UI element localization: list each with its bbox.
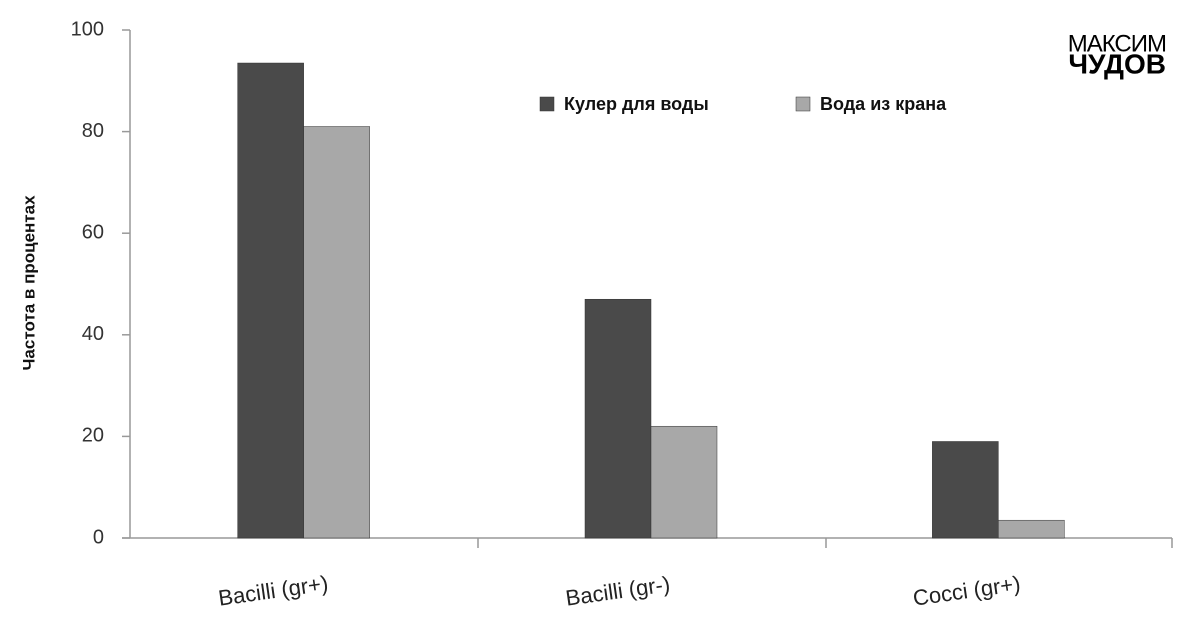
y-tick-label: 0 (93, 526, 104, 548)
x-tick-label: Cocci (gr+) (911, 571, 1022, 611)
bar (932, 441, 999, 539)
bar (650, 425, 718, 539)
bar (303, 126, 370, 539)
bar (237, 62, 304, 539)
legend-swatch (795, 96, 811, 112)
bar (584, 298, 652, 539)
legend-label: Кулер для воды (564, 94, 709, 114)
x-tick-label: Bacilli (gr+) (217, 571, 330, 611)
watermark: ЧУДОВ (1068, 48, 1166, 79)
watermark: МАКСИМ (1068, 30, 1166, 57)
y-tick-label: 100 (71, 18, 104, 40)
legend-label: Вода из крана (820, 94, 947, 114)
legend-swatch (539, 96, 555, 112)
y-tick-label: 20 (82, 425, 104, 447)
y-tick-label: 80 (82, 120, 104, 142)
bar (998, 519, 1065, 539)
x-tick-label: Bacilli (gr-) (564, 571, 672, 610)
y-tick-label: 60 (82, 221, 104, 243)
y-tick-label: 40 (82, 323, 104, 345)
y-axis-label: Частота в процентах (19, 195, 38, 371)
